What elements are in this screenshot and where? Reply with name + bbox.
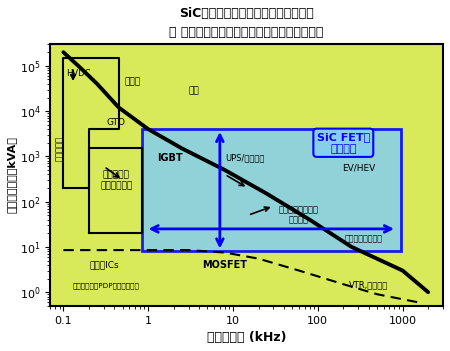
Text: GTO: GTO [107,118,126,127]
Text: IGBT: IGBT [157,153,183,163]
Text: サイリスタ: サイリスタ [55,136,64,161]
Text: パワーICs: パワーICs [89,260,119,270]
Y-axis label: 電力変換容量（kVA）: 電力変換容量（kVA） [7,137,17,213]
Text: SiC FETの
適用範囲: SiC FETの 適用範囲 [317,132,370,153]
Text: MOSFET: MOSFET [202,259,247,270]
X-axis label: 動作周波数 (kHz): 動作周波数 (kHz) [207,331,286,344]
Text: VTR,携帯電話: VTR,携帯電話 [349,280,388,289]
Text: UPS/分散電源: UPS/分散電源 [226,154,265,163]
Text: 電話交換機、PDPドライバなど: 電話交換機、PDPドライバなど [73,282,140,289]
Text: 圧延機: 圧延機 [124,77,140,86]
Text: モータインバータ
エアコン: モータインバータ エアコン [279,205,319,224]
Bar [142,129,400,251]
Text: EV/HEV: EV/HEV [342,163,375,172]
Text: 電車: 電車 [189,86,200,95]
Text: HVDC: HVDC [66,69,90,78]
Text: バイポーラ
トランジスタ: バイポーラ トランジスタ [100,171,132,190]
Text: スイッチング電源: スイッチング電源 [345,235,383,244]
Title: SiCデバイスの応用が期待される分野
－ 高周波動作の活用から大容量デバイスへ－: SiCデバイスの応用が期待される分野 － 高周波動作の活用から大容量デバイスへ－ [170,7,324,39]
